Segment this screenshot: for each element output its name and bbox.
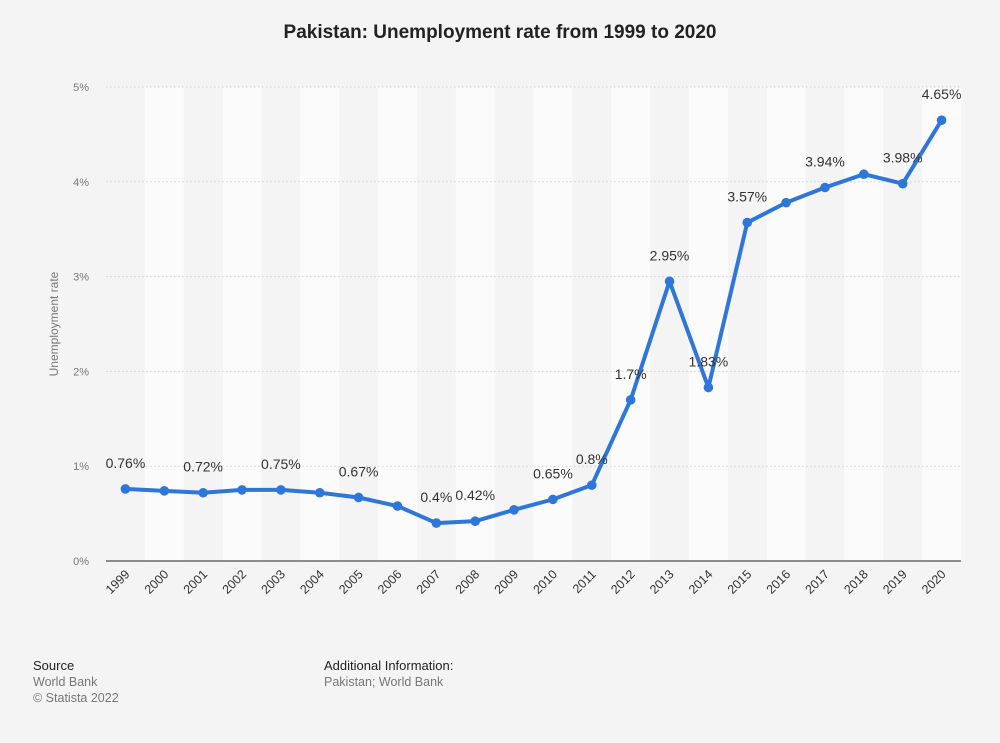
column-band [844, 87, 884, 561]
y-tick-label: 1% [73, 461, 89, 473]
x-tick-label: 2000 [142, 567, 172, 597]
column-band [766, 87, 806, 561]
x-tick-label: 2009 [492, 567, 522, 597]
column-band [533, 87, 573, 561]
y-tick-label: 5% [73, 82, 89, 94]
x-tick-label: 1999 [103, 567, 133, 597]
x-tick-label: 2013 [647, 567, 677, 597]
x-tick-label: 2012 [608, 567, 638, 597]
data-label: 0.72% [183, 459, 223, 475]
copyright-link[interactable]: © Statista 2022 [33, 691, 119, 705]
x-tick-label: 2008 [453, 567, 483, 597]
x-tick-label: 2015 [725, 567, 755, 597]
data-point [159, 486, 170, 496]
data-label: 0.65% [533, 465, 573, 481]
data-label: 2.95% [650, 247, 690, 263]
x-tick-label: 2006 [375, 567, 405, 597]
data-point [470, 516, 481, 526]
x-tick-label: 2007 [414, 567, 444, 597]
column-band [455, 87, 495, 561]
column-band [222, 87, 262, 561]
data-point [897, 178, 908, 189]
y-tick-label: 2% [73, 366, 89, 378]
data-point [314, 487, 325, 498]
data-point [237, 485, 247, 495]
x-tick-label: 2010 [530, 567, 560, 597]
data-point [936, 115, 947, 125]
data-point [586, 480, 597, 490]
data-label: 3.98% [883, 150, 923, 166]
data-label: 3.57% [727, 189, 767, 205]
x-tick-label: 2005 [336, 567, 366, 597]
data-point [664, 276, 675, 287]
data-label: 4.65% [922, 86, 962, 102]
data-label: 1.7% [615, 366, 647, 382]
x-tick-label: 2014 [686, 567, 716, 597]
data-point [198, 487, 208, 498]
y-tick-label: 3% [73, 272, 89, 284]
column-band [611, 87, 651, 561]
data-point [820, 182, 830, 193]
data-point [859, 169, 869, 180]
additional-info-heading: Additional Information: [324, 658, 454, 673]
source-heading: Source [33, 658, 75, 673]
x-tick-label: 2011 [570, 567, 599, 596]
data-point [431, 518, 442, 528]
data-label: 0.42% [455, 487, 495, 503]
data-point [392, 501, 403, 511]
column-band [300, 87, 340, 561]
data-label: 3.94% [805, 153, 845, 169]
additional-info-text: Pakistan; World Bank [324, 675, 444, 689]
data-label: 0.67% [339, 463, 379, 479]
data-label: 0.8% [576, 451, 608, 467]
data-point [742, 217, 753, 228]
x-tick-label: 2002 [220, 567, 250, 597]
data-label: 0.75% [261, 456, 301, 472]
data-point [120, 484, 131, 494]
x-tick-label: 2018 [841, 567, 871, 597]
source-block: Source World Bank © Statista 2022 [33, 658, 119, 706]
column-band [144, 87, 184, 561]
data-point [509, 505, 519, 515]
data-point [276, 485, 286, 495]
data-label: 0.4% [420, 489, 452, 505]
x-tick-label: 2017 [803, 567, 833, 597]
data-point [781, 197, 791, 208]
line-chart: 0% 1% 2% 3% 4% 5% 1999 2000 2001 2002 2003 2004 2005… [47, 82, 962, 597]
data-label: 0.76% [106, 455, 146, 471]
x-tick-label: 2004 [297, 567, 327, 597]
source-text: World Bank [33, 675, 98, 689]
x-tick-label: 2016 [764, 567, 794, 597]
y-axis-label: Unemployment rate [47, 271, 61, 376]
additional-info-block: Additional Information: Pakistan; World … [324, 658, 453, 690]
x-tick-label: 2003 [258, 567, 288, 597]
y-tick-label: 0% [73, 556, 89, 568]
data-point [703, 382, 714, 393]
column-band [378, 87, 417, 561]
x-tick-label: 2019 [880, 567, 910, 597]
data-point [353, 492, 364, 503]
series-line [123, 118, 944, 526]
y-tick-label: 4% [73, 177, 89, 189]
x-tick-label: 2020 [919, 567, 949, 597]
data-point [625, 395, 636, 405]
data-point [548, 494, 558, 505]
chart-title: Pakistan: Unemployment rate from 1999 to… [283, 22, 717, 43]
data-label: 1.83% [689, 354, 729, 370]
x-tick-label: 2001 [181, 567, 211, 597]
column-band [922, 87, 961, 561]
